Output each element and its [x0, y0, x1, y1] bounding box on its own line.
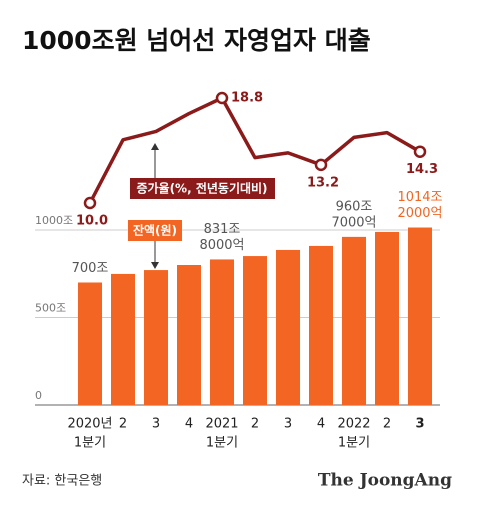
bar-value-label: 960조: [336, 199, 373, 214]
line-marker: [215, 91, 229, 105]
bar: [210, 259, 234, 405]
x-tick-label: 2022: [337, 417, 370, 432]
x-tick-label: 3: [152, 417, 160, 432]
bar-value-label: 831조: [204, 222, 241, 237]
legend-label: 증가율(%, 전년동기대비): [136, 181, 267, 196]
line-value-label: 14.3: [406, 162, 438, 177]
chart-title: 1000조원 넘어선 자영업자 대출: [22, 26, 371, 55]
x-tick-label: 1분기: [206, 436, 238, 451]
line-value-label: 10.0: [76, 214, 108, 229]
x-tick-label: 2: [251, 417, 259, 432]
bar: [177, 265, 201, 405]
bar: [111, 273, 135, 405]
bar: [342, 236, 366, 405]
legend-arrowhead: [151, 262, 159, 269]
x-tick-label: 1분기: [338, 436, 370, 451]
x-tick-label: 4: [317, 417, 325, 432]
bar: [276, 249, 300, 405]
legend-box: [128, 220, 182, 241]
line-marker: [314, 158, 328, 172]
line-marker: [83, 196, 97, 210]
bar-value-label: 700조: [72, 261, 109, 276]
bar: [375, 231, 399, 405]
line-value-label: 13.2: [307, 175, 339, 190]
line-marker: [413, 145, 427, 158]
x-tick-label: 3: [284, 417, 292, 432]
legend-label: 잔액(원): [133, 223, 177, 238]
legend-arrowhead: [151, 143, 159, 150]
bar-value-label: 8000억: [199, 238, 244, 253]
bar: [78, 282, 102, 405]
bar: [243, 256, 267, 405]
y-tick-label: 1000조: [35, 214, 73, 227]
bar: [144, 270, 168, 405]
source: 자료: 한국은행: [22, 473, 102, 489]
y-tick-label: 0: [35, 389, 42, 402]
y-tick-label: 500조: [35, 302, 66, 315]
bar: [309, 245, 333, 405]
bar: [408, 227, 432, 405]
line-value-label: 18.8: [231, 91, 263, 106]
logo: The JoongAng: [318, 471, 452, 491]
line: [88, 96, 421, 204]
x-tick-label: 2020년: [67, 417, 112, 432]
bar-value-label: 7000억: [331, 215, 376, 230]
x-tick-label: 4: [185, 417, 193, 432]
x-tick-label: 3: [415, 417, 424, 432]
bar-value-label: 2000억: [397, 206, 442, 221]
x-tick-label: 2: [119, 417, 127, 432]
x-tick-label: 2021: [205, 417, 238, 432]
x-tick-label: 1분기: [74, 436, 106, 451]
bar-value-label: 1014조: [397, 190, 442, 205]
legend-box: [130, 178, 275, 199]
x-tick-label: 2: [383, 417, 391, 432]
